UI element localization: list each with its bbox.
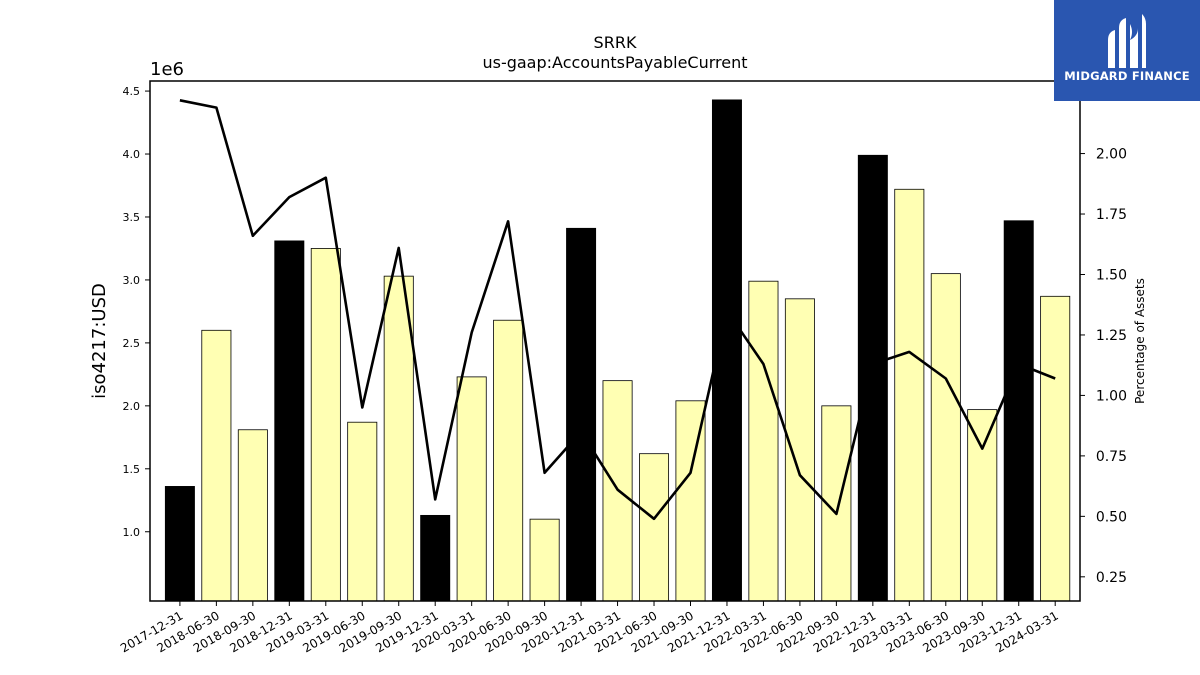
y-tick-label: 1.0 (123, 526, 141, 539)
bar-2023-03-31 (894, 188, 925, 602)
bar-2020-09-30 (529, 518, 560, 602)
y2-tick-label: 0.25 (1096, 570, 1127, 586)
y-tick-label: 2.0 (123, 400, 141, 413)
logo-text: MIDGARD FINANCE (1064, 69, 1190, 83)
y2-tick-label: 2.00 (1096, 147, 1127, 163)
right-y-axis: 0.25 0.50 0.75 1.00 1.25 1.50 1.75 2.00 (1080, 147, 1127, 586)
chart-title: SRRK (594, 33, 637, 52)
bar-2020-03-31 (456, 376, 487, 602)
y-tick-label: 3.0 (123, 274, 141, 287)
y-tick-label: 2.5 (123, 337, 141, 350)
y2-tick-label: 1.50 (1096, 267, 1127, 283)
y-axis-label: iso4217:USD (89, 283, 110, 399)
y2-axis-label: Percentage of Assets (1133, 278, 1147, 404)
midgard-logo-icon (1108, 14, 1146, 68)
bar-group (164, 99, 1071, 602)
bar-2018-09-30 (237, 429, 268, 602)
y2-tick-label: 0.50 (1096, 509, 1127, 525)
percentage-line (179, 99, 1056, 521)
left-y-axis: 1.0 1.5 2.0 2.5 3.0 3.5 4.0 4.5 (123, 85, 150, 539)
y2-tick-label: 0.75 (1096, 449, 1127, 465)
y-tick-label: 3.5 (123, 211, 141, 224)
y2-tick-label: 1.00 (1096, 388, 1127, 404)
bar-2022-12-31 (857, 154, 888, 602)
bar-2022-03-31 (748, 280, 779, 602)
y-offset-label: 1e6 (150, 59, 184, 80)
bar-2019-12-31 (420, 514, 451, 602)
bar-2024-03-31 (1040, 295, 1071, 602)
bar-2018-06-30 (201, 329, 232, 602)
y-tick-label: 1.5 (123, 463, 141, 476)
bar-2019-03-31 (310, 248, 341, 602)
percentage-line-group (179, 99, 1056, 521)
bar-2019-06-30 (347, 421, 378, 602)
y-tick-label: 4.5 (123, 85, 141, 98)
x-axis: 2017-12-312018-06-302018-09-302018-12-31… (118, 601, 1061, 655)
bar-2020-12-31 (566, 227, 597, 602)
bar-2020-06-30 (493, 319, 524, 602)
bar-2017-12-31 (164, 486, 195, 602)
plot-frame (149, 80, 1081, 602)
y2-tick-label: 1.75 (1096, 207, 1127, 223)
bar-2022-06-30 (784, 298, 815, 602)
bar-2018-12-31 (274, 240, 305, 602)
bar-2019-09-30 (383, 275, 414, 602)
chart-subtitle: us-gaap:AccountsPayableCurrent (482, 53, 747, 72)
brand-logo: MIDGARD FINANCE (1054, 0, 1200, 101)
y-tick-label: 4.0 (123, 148, 141, 161)
bar-2023-06-30 (930, 273, 961, 602)
bar-2023-09-30 (967, 409, 998, 602)
y2-tick-label: 1.25 (1096, 328, 1127, 344)
bar-2021-06-30 (639, 453, 670, 602)
bar-2023-12-31 (1003, 220, 1034, 602)
